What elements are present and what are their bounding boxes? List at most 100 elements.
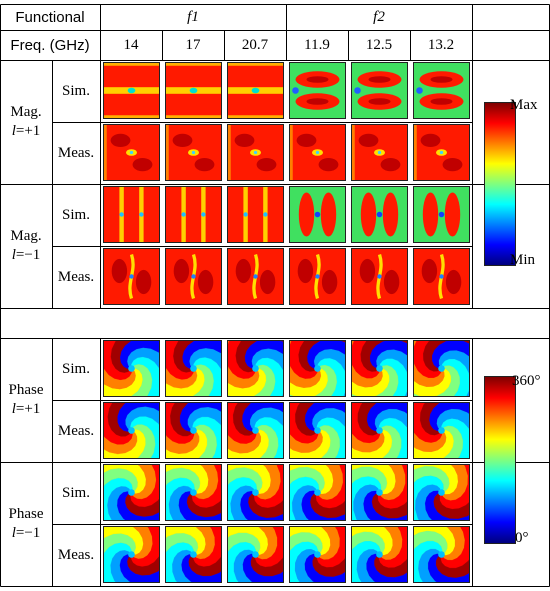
phase-spiral [104,341,159,396]
magnitude-pattern [414,63,469,118]
phase-map-tile [351,340,408,397]
map-image [228,465,283,520]
magnitude-pattern [166,63,221,118]
map-image [104,63,159,118]
phase-map-tile [289,340,346,397]
map-image [414,125,469,180]
group-f2-header: f2 [373,8,385,25]
map-image [166,187,221,242]
freq-11-9: 11.9 [304,36,330,53]
row-label-meas: Meas. [57,422,95,439]
freq-17: 17 [185,36,201,53]
map-image [352,63,407,118]
map-image [104,249,159,304]
phase-map-tile [289,464,346,521]
group-f1-header: f1 [187,8,199,25]
magnitude-map-tile [165,186,222,243]
phase-colorbar-max: 360° [512,373,541,389]
magnitude-colorbar-min: Min [510,252,536,268]
map-image [166,403,221,458]
section-phase-minus1-label: Phase l=−1 [0,462,52,586]
magnitude-pattern [352,125,407,180]
map-image [166,249,221,304]
section-mode: l=+1 [11,123,41,139]
phase-spiral [228,527,283,582]
map-image [228,63,283,118]
map-image [352,527,407,582]
magnitude-map-tile [289,124,346,181]
magnitude-pattern [414,249,469,304]
map-image [414,465,469,520]
phase-colorbar [484,376,516,544]
magnitude-pattern [352,63,407,118]
functional-header: Functional [15,8,85,26]
magnitude-map-tile [351,124,408,181]
phase-spiral [352,527,407,582]
row-label-meas: Meas. [57,268,95,285]
magnitude-map-tile [103,124,160,181]
phase-spiral [104,403,159,458]
map-image [352,125,407,180]
freq-13-2: 13.2 [427,36,455,53]
phase-spiral [414,465,469,520]
phase-spiral [104,527,159,582]
phase-map-tile [165,402,222,459]
map-image [166,125,221,180]
magnitude-pattern [228,187,283,242]
magnitude-map-tile [165,62,222,119]
phase-spiral [166,465,221,520]
magnitude-colorbar [484,102,516,266]
map-image [414,527,469,582]
map-image [352,403,407,458]
magnitude-map-tile [289,62,346,119]
map-image [290,341,345,396]
phase-spiral [228,341,283,396]
map-image [352,465,407,520]
magnitude-map-tile [289,186,346,243]
section-mode: l=+1 [11,401,41,417]
row-label-sim: Sim. [62,360,90,377]
magnitude-map-tile [289,248,346,305]
map-image [228,125,283,180]
map-image [166,63,221,118]
magnitude-pattern [290,125,345,180]
phase-spiral [352,403,407,458]
map-image [414,187,469,242]
map-image [104,125,159,180]
magnitude-map-tile [103,248,160,305]
magnitude-map-tile [351,186,408,243]
map-image [352,249,407,304]
phase-map-tile [351,464,408,521]
magnitude-pattern [104,125,159,180]
magnitude-pattern [352,187,407,242]
map-image [414,63,469,118]
phase-spiral [414,341,469,396]
map-image [104,403,159,458]
map-image [290,63,345,118]
phase-map-tile [165,464,222,521]
magnitude-map-tile [165,124,222,181]
magnitude-pattern [414,125,469,180]
row-label-meas: Meas. [57,546,95,563]
magnitude-pattern [228,125,283,180]
magnitude-map-tile [103,186,160,243]
magnitude-pattern [228,249,283,304]
magnitude-map-tile [165,248,222,305]
magnitude-map-tile [413,62,470,119]
phase-spiral [166,341,221,396]
phase-spiral [290,527,345,582]
section-title: Phase [8,382,44,398]
magnitude-pattern [290,187,345,242]
map-image [228,249,283,304]
phase-map-tile [413,340,470,397]
magnitude-map-tile [413,124,470,181]
phase-map-tile [351,526,408,583]
phase-spiral [228,465,283,520]
magnitude-pattern [104,249,159,304]
map-image [228,403,283,458]
section-phase-plus1-label: Phase l=+1 [0,338,52,462]
magnitude-map-tile [413,248,470,305]
row-label-sim: Sim. [62,82,90,99]
section-title: Phase [8,506,44,522]
